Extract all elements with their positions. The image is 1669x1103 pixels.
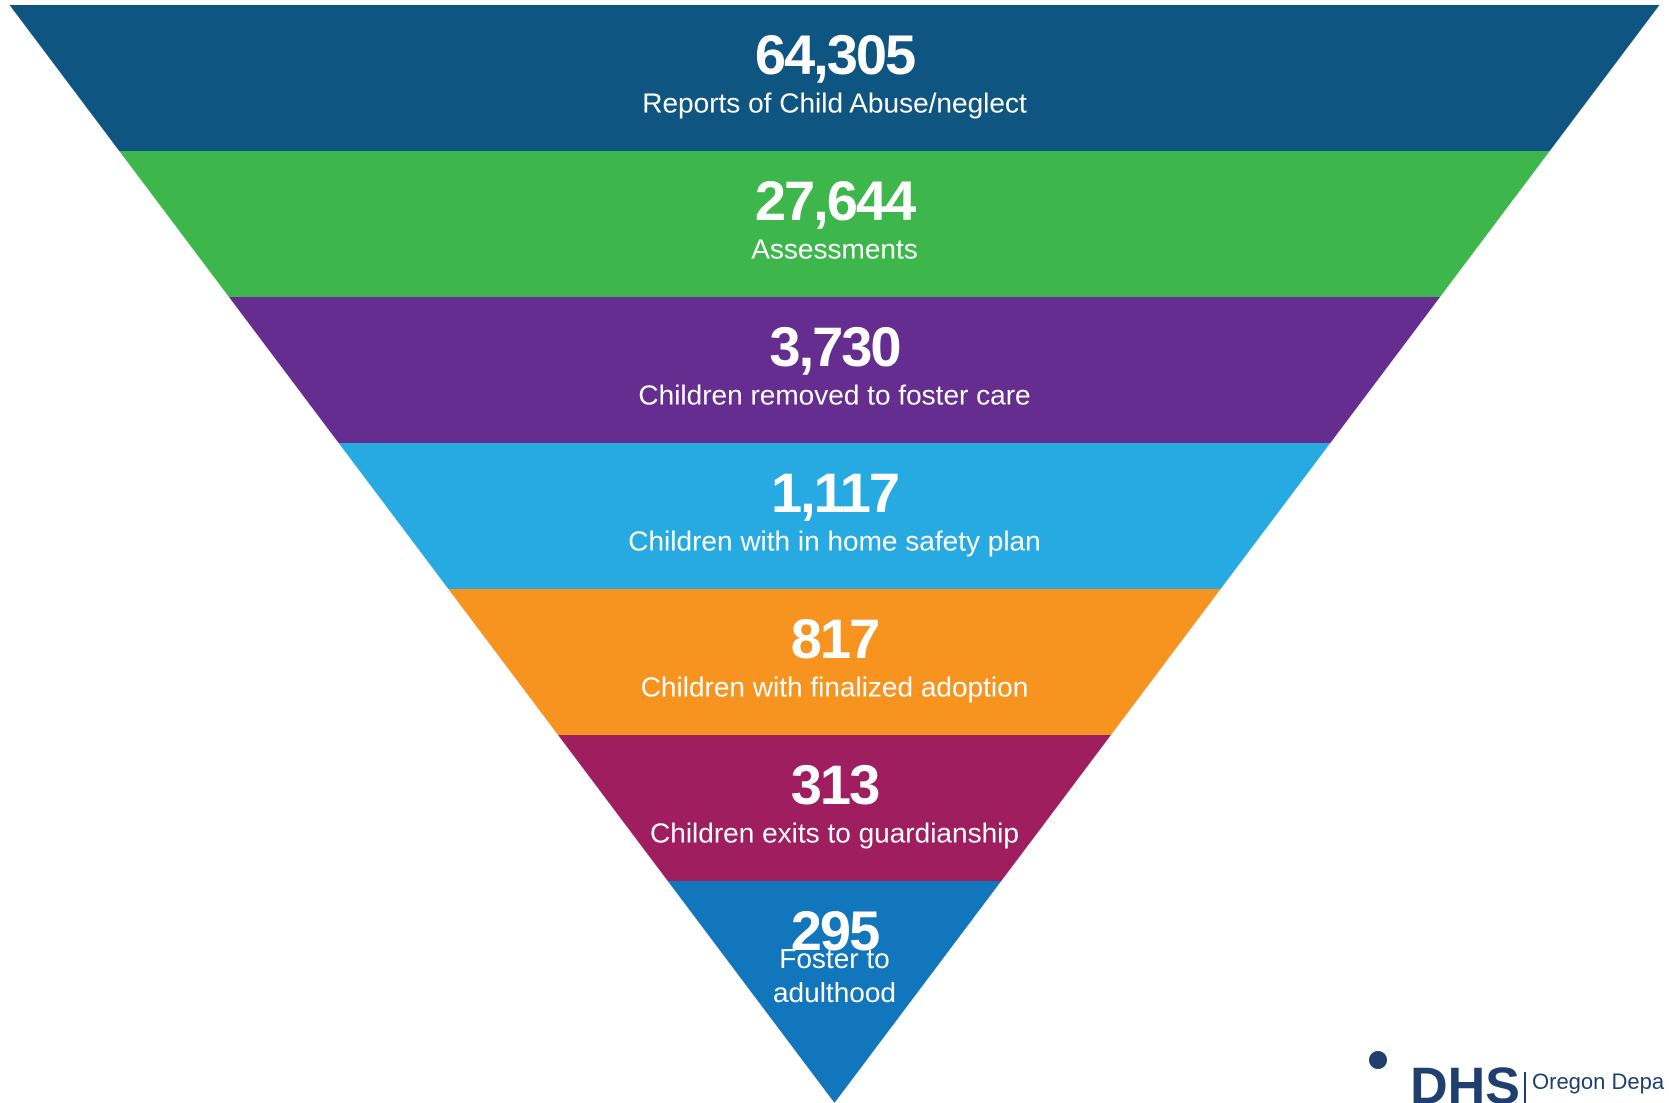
category-label: Children with in home safety plan bbox=[628, 525, 1040, 556]
funnel-segment bbox=[557, 735, 1112, 881]
logo-mark: DHS bbox=[1410, 1058, 1520, 1103]
category-label: Assessments bbox=[751, 233, 918, 264]
value-label: 1,117 bbox=[771, 461, 898, 524]
funnel-segment bbox=[228, 297, 1441, 443]
category-label: Reports of Child Abuse/neglect bbox=[642, 87, 1027, 118]
value-label: 313 bbox=[791, 753, 879, 816]
value-label: 27,644 bbox=[755, 169, 916, 232]
funnel-segment bbox=[9, 5, 1660, 151]
value-label: 817 bbox=[791, 607, 878, 670]
value-label: 295 bbox=[791, 899, 879, 962]
category-label: Foster to adulthood bbox=[773, 943, 896, 1008]
value-label: 3,730 bbox=[769, 315, 899, 378]
category-label: Children exits to guardianship bbox=[650, 817, 1019, 848]
funnel-segment bbox=[667, 881, 1002, 1103]
logo: DHS Oregon Depa bbox=[1369, 1051, 1665, 1103]
value-label: 64,305 bbox=[755, 23, 915, 86]
funnel-segment bbox=[338, 443, 1331, 589]
funnel-segment bbox=[119, 151, 1550, 297]
category-label: Children removed to foster care bbox=[638, 379, 1030, 410]
category-label: Children with finalized adoption bbox=[641, 671, 1029, 702]
logo-icon bbox=[1369, 1051, 1387, 1069]
logo-text: Oregon Depa bbox=[1532, 1069, 1665, 1094]
funnel-segment bbox=[448, 589, 1221, 735]
